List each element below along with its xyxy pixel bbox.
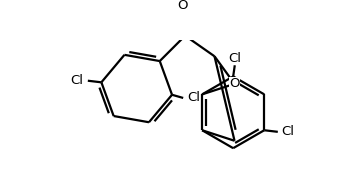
Text: O: O [229,77,240,90]
Text: Cl: Cl [282,125,295,138]
Text: O: O [177,0,188,12]
Text: Cl: Cl [187,92,200,104]
Text: Cl: Cl [70,74,83,87]
Text: Cl: Cl [228,52,241,65]
